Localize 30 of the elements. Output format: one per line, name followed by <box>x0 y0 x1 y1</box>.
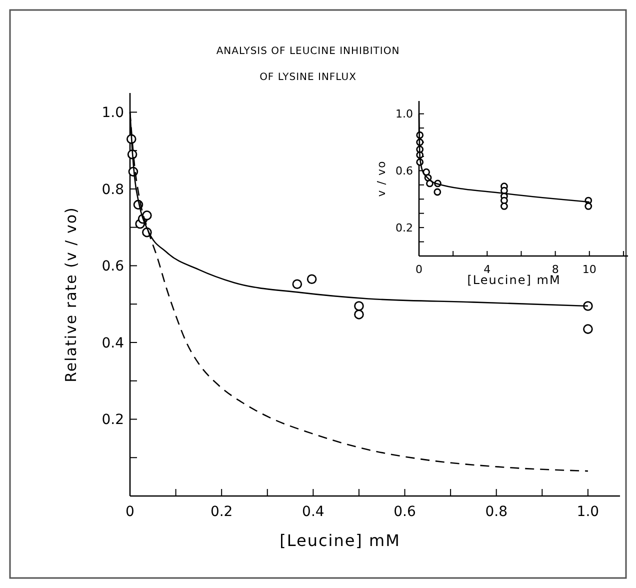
x-tick-label: 0 <box>126 504 134 520</box>
point <box>434 188 442 196</box>
x-tick-label: 10 <box>582 263 596 276</box>
y-axis-title: Relative rate (v / vo) <box>62 206 80 382</box>
x-axis-title: [Leucine] mM <box>280 531 400 550</box>
point <box>583 324 593 334</box>
point <box>584 202 592 210</box>
x-tick-label: 4 <box>484 263 491 276</box>
x-tick-label: 0.8 <box>485 504 508 520</box>
x-tick-label: 0 <box>416 263 422 276</box>
x-axis-title: [Leucine] mM <box>467 273 561 287</box>
point <box>583 301 593 311</box>
y-tick-label: 0.4 <box>102 335 124 352</box>
point <box>306 274 317 284</box>
x-tick-label: 1.0 <box>576 504 600 520</box>
x-tick-label: 0.4 <box>302 504 324 520</box>
x-tick-label: 0.2 <box>210 504 233 520</box>
chart-title: ANALYSIS OF LEUCINE INHIBITION OF LYSINE INFLUX <box>216 46 400 83</box>
y-tick-label: 1.0 <box>396 108 413 121</box>
y-tick-label: 1.0 <box>102 105 124 122</box>
point <box>354 301 364 311</box>
y-tick-label: 0.2 <box>396 221 413 234</box>
y-tick-label: 0.6 <box>396 164 413 178</box>
x-tick-label: 8 <box>552 263 559 276</box>
point <box>354 310 364 320</box>
y-axis-title: v / vo <box>375 160 388 197</box>
y-tick-label: 0.2 <box>102 412 124 428</box>
y-tick-label: 0.8 <box>102 182 124 198</box>
point <box>292 279 302 290</box>
point <box>500 202 508 210</box>
